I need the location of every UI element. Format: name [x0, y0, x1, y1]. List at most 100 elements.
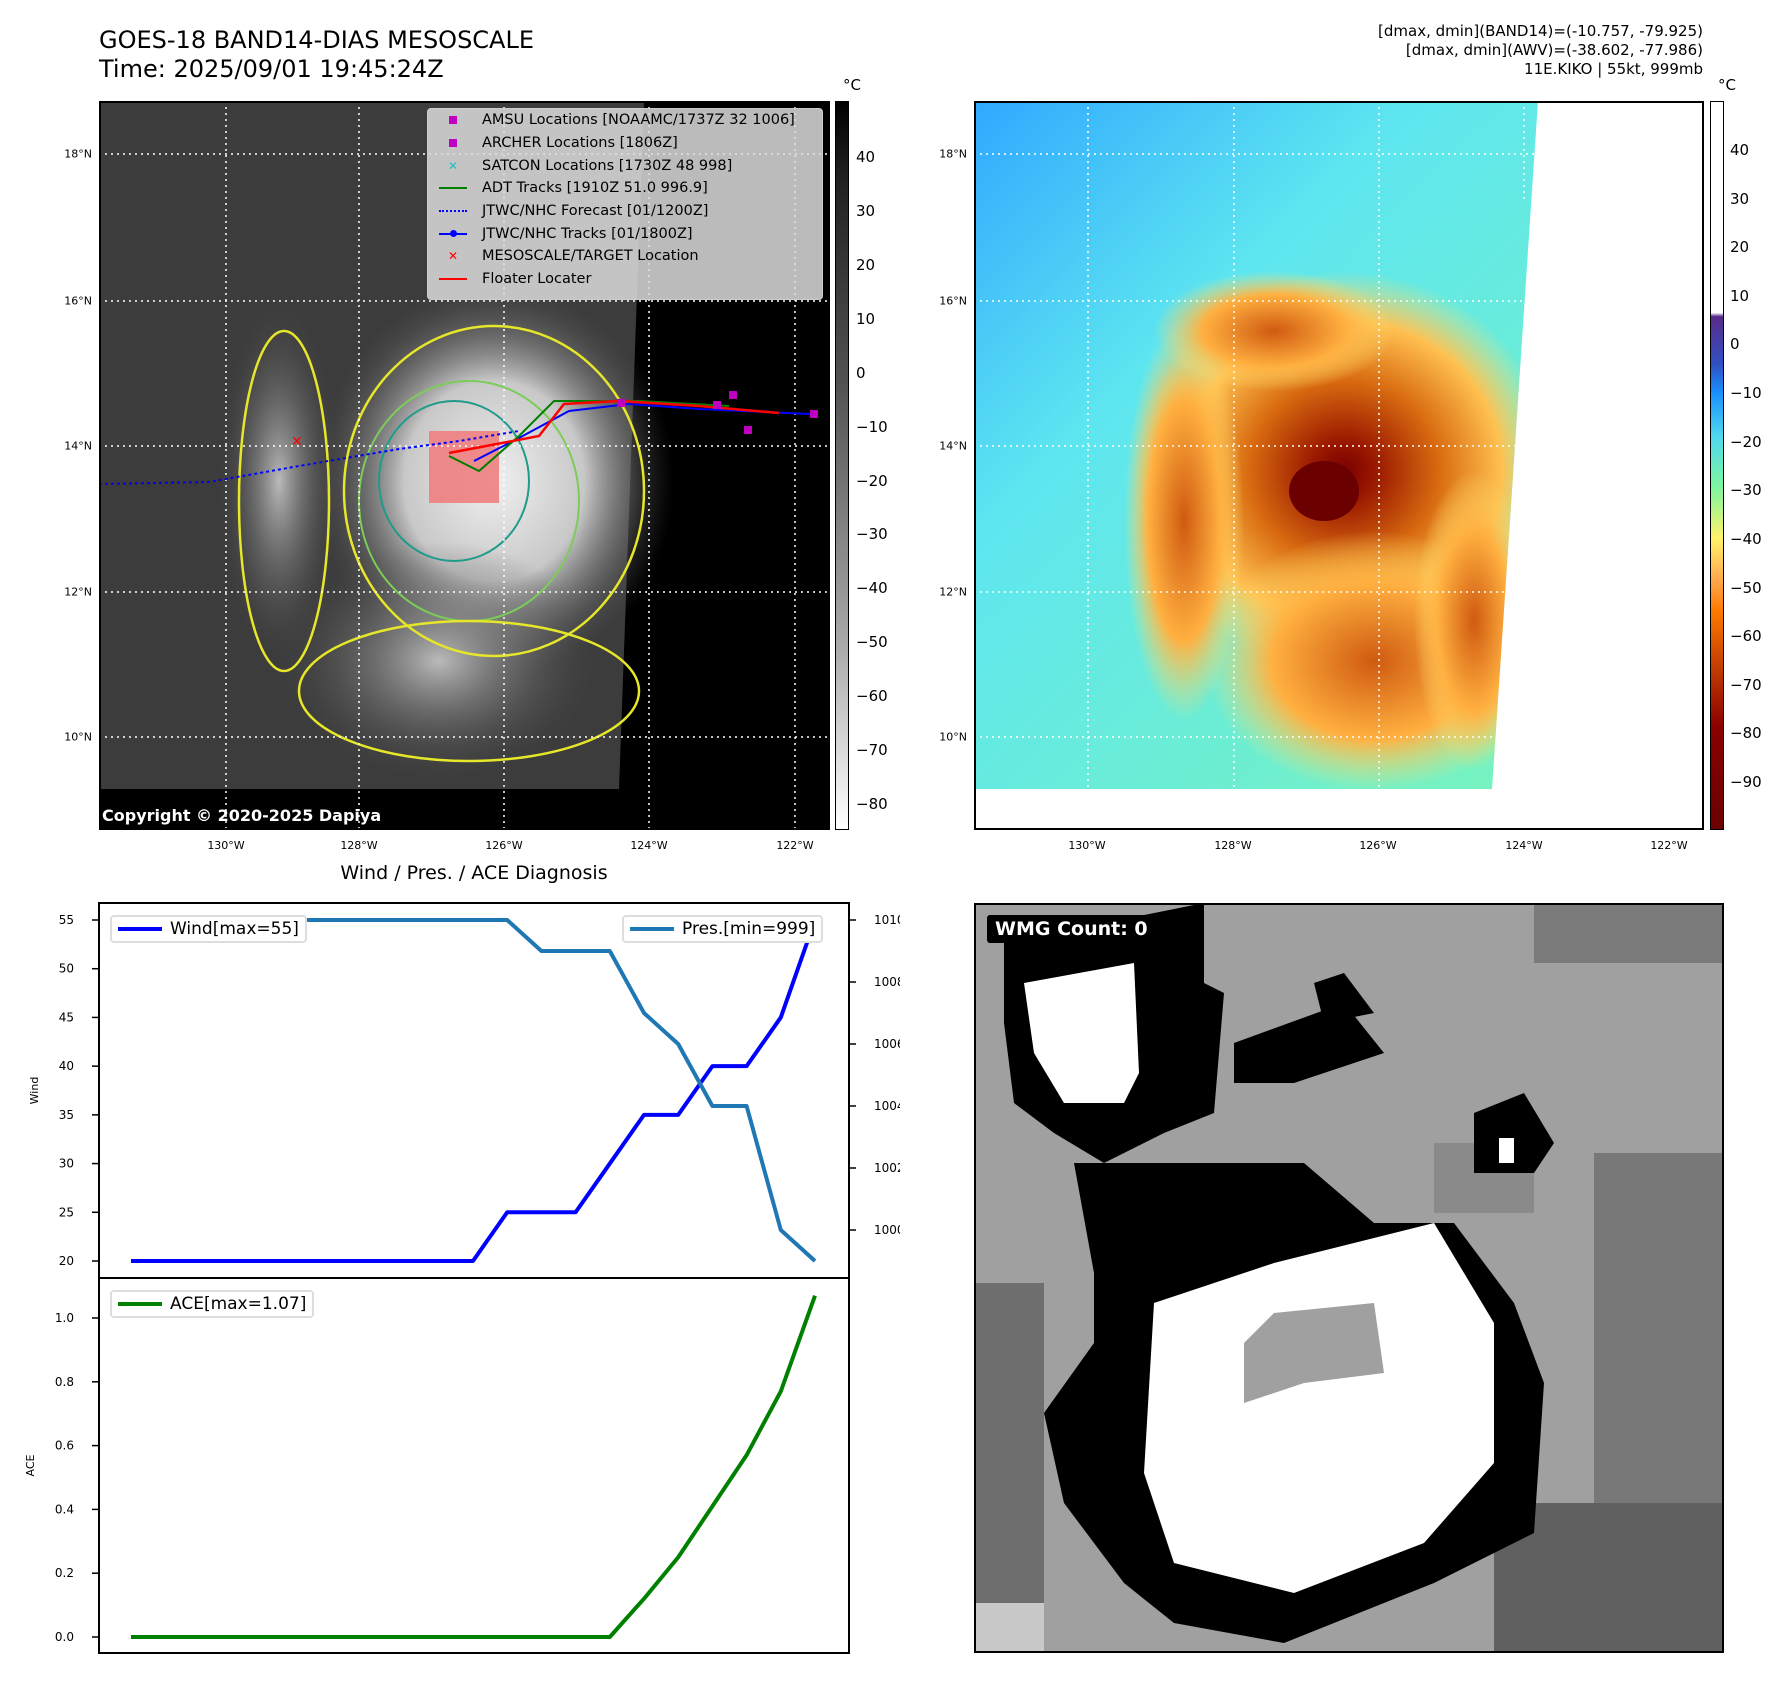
legend-label: JTWC/NHC Tracks [01/1800Z] — [482, 225, 693, 242]
colorbar-tick-label: 0 — [856, 363, 866, 382]
colorbar-tick-label: −50 — [1730, 578, 1762, 597]
diagnosis-chart: 20 25 30 35 40 45 50 55 1000 1002 1004 1006 1008 1010… — [24, 902, 900, 1654]
adt-track — [448, 400, 730, 473]
longitude-label: 128°W — [340, 839, 378, 852]
floater-track — [448, 399, 780, 455]
colorbar-tick-label: −10 — [1730, 384, 1762, 403]
legend-archer: ARCHER Locations [1806Z] — [428, 132, 822, 155]
awv-map — [974, 101, 1704, 830]
colorbar-tick-label: −80 — [856, 795, 888, 813]
latitude-label: 12°N — [64, 585, 92, 599]
awv-imagery — [976, 103, 1538, 789]
colorbar-tick-label: −20 — [1730, 432, 1762, 451]
colorbar-tick-label: −70 — [856, 741, 888, 760]
forecast-track — [101, 430, 520, 485]
colorbar-tick-label: 30 — [856, 201, 876, 220]
awv-colorbar — [1710, 101, 1724, 830]
wind-tick-label: 45 — [59, 1010, 74, 1024]
colorbar-tick-label: −10 — [856, 417, 888, 436]
latitude-label: 10°N — [939, 730, 967, 744]
diagnosis-title: Wind / Pres. / ACE Diagnosis — [340, 862, 608, 884]
wmg-count-label: WMG Count: 0 — [987, 915, 1156, 943]
ace-tick-label: 0.2 — [55, 1566, 74, 1580]
lower-plot-frame — [98, 1277, 850, 1654]
legend-label: ARCHER Locations [1806Z] — [482, 135, 678, 152]
colorbar-tick-label: −70 — [1730, 675, 1762, 694]
left-colorbar-unit: °C — [843, 76, 861, 94]
wind-tick-label: 20 — [59, 1254, 74, 1268]
target-marker: ✕ — [291, 434, 303, 450]
longitude-label: 122°W — [776, 839, 814, 852]
longitude-label: 124°W — [1505, 839, 1543, 852]
pressure-legend-label: Pres.[min=999] — [682, 919, 816, 939]
longitude-label: 130°W — [1068, 839, 1106, 852]
wind-tick-label: 35 — [59, 1108, 74, 1122]
awv-stats: [dmax, dmin](AWV)=(-38.602, -77.986) — [1405, 41, 1703, 59]
upper-plot-frame — [98, 902, 850, 1279]
colorbar-tick-label: −20 — [856, 471, 888, 490]
colorbar-tick-label: 20 — [856, 255, 876, 274]
ace-legend: ACE[max=1.07] — [110, 1290, 315, 1318]
colorbar-tick-label: −60 — [856, 687, 888, 706]
ace-tick-label: 0.4 — [55, 1502, 74, 1516]
longitude-label: 126°W — [1359, 839, 1397, 852]
map-legend: AMSU Locations [NOAAMC/1737Z 32 1006] AR… — [427, 108, 823, 300]
wind-tick-label: 25 — [59, 1205, 74, 1219]
pressure-legend-line — [630, 927, 674, 931]
longitude-label: 122°W — [1650, 839, 1688, 852]
right-colorbar-unit: °C — [1718, 76, 1736, 94]
square-marker-icon — [449, 116, 457, 125]
legend-adt: ADT Tracks [1910Z 51.0 996.9] — [428, 177, 822, 200]
longitude-label: 128°W — [1214, 839, 1252, 852]
legend-satcon: ✕ SATCON Locations [1730Z 48 998] — [428, 154, 822, 177]
wind-legend: Wind[max=55] — [110, 915, 307, 943]
time-label: Time: 2025/09/01 19:45:24Z — [99, 55, 444, 83]
wind-tick-label: 55 — [59, 913, 74, 927]
legend-label: JTWC/NHC Forecast [01/1200Z] — [482, 203, 709, 220]
colorbar-tick-label: 30 — [1730, 189, 1750, 208]
latitude-label: 16°N — [939, 294, 967, 308]
wind-legend-label: Wind[max=55] — [170, 919, 299, 939]
legend-label: ADT Tracks [1910Z 51.0 996.9] — [482, 180, 708, 197]
legend-label: Floater Locater — [482, 271, 592, 288]
colorbar-tick-label: −60 — [1730, 627, 1762, 646]
stats-block: [dmax, dmin](BAND14)=(-10.757, -79.925) … — [1378, 22, 1703, 79]
figure-title: GOES-18 BAND14-DIAS MESOSCALE Time: 2025… — [99, 26, 534, 84]
colorbar-tick-label: −30 — [856, 525, 888, 544]
colorbar-tick-label: −80 — [1730, 724, 1762, 743]
latitude-label: 18°N — [939, 147, 967, 161]
copyright: Copyright © 2020-2025 Dapiya — [102, 806, 382, 825]
pressure-tick-label: 1002 — [874, 1161, 900, 1175]
wmg-panel: WMG Count: 0 — [974, 903, 1724, 1653]
legend-forecast: JTWC/NHC Forecast [01/1200Z] — [428, 200, 822, 223]
pressure-tick-label: 1000 — [874, 1223, 900, 1237]
ace-tick-label: 0.0 — [55, 1630, 74, 1644]
ace-tick-label: 1.0 — [55, 1311, 74, 1325]
pressure-tick-label: 1008 — [874, 975, 900, 989]
wmg-imagery — [976, 905, 1722, 1651]
colorbar-tick-label: −40 — [1730, 529, 1762, 548]
ace-legend-line — [118, 1302, 162, 1306]
colorbar-tick-label: 40 — [1730, 141, 1750, 159]
ace-line — [131, 1294, 817, 1639]
dotted-line-icon — [439, 210, 467, 213]
band14-stats: [dmax, dmin](BAND14)=(-10.757, -79.925) — [1378, 22, 1703, 40]
colorbar-tick-label: −90 — [1730, 773, 1762, 791]
colorbar-tick-label: 20 — [1730, 238, 1750, 257]
longitude-label: 126°W — [485, 839, 523, 852]
colorbar-tick-label: 40 — [856, 148, 876, 166]
wind-axis-label: Wind — [28, 1077, 41, 1105]
latitude-label: 14°N — [939, 439, 967, 453]
legend-label: MESOSCALE/TARGET Location — [482, 248, 699, 265]
line-icon — [439, 187, 467, 190]
ace-tick-label: 0.8 — [55, 1375, 74, 1389]
band14-map: ✕ AMSU Locations [NOAAMC/1737Z 32 1006] … — [99, 101, 830, 830]
colorbar-tick-label: 10 — [1730, 286, 1750, 305]
band14-colorbar — [835, 101, 849, 830]
x-marker-icon: ✕ — [447, 249, 459, 264]
legend-target: ✕ MESOSCALE/TARGET Location — [428, 245, 822, 268]
latitude-label: 18°N — [64, 147, 92, 161]
longitude-label: 130°W — [207, 839, 245, 852]
colorbar-tick-label: 10 — [856, 309, 876, 328]
